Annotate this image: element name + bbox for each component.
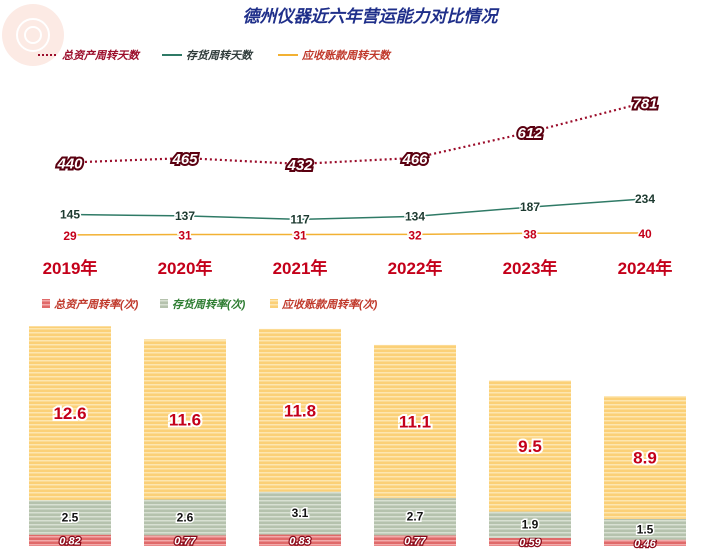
data-label-inventory-days: 187: [520, 200, 540, 214]
bar-segment: [259, 328, 341, 492]
data-label-total-days: 466: [401, 151, 428, 168]
data-label-inventory-days: 134: [405, 209, 425, 223]
bar-value-label: 12.6: [53, 404, 86, 423]
year-label: 2022年: [388, 258, 443, 278]
line-series: [69, 232, 646, 236]
data-label-receivable-days: 38: [523, 227, 537, 241]
bar-segment: [144, 499, 226, 536]
line-series: [69, 101, 646, 166]
bar-segment: [374, 344, 456, 499]
chart-title: 德州仪器近六年营运能力对比情况: [243, 7, 501, 26]
data-label-receivable-days: 31: [293, 229, 307, 243]
line-legend-label: 总资产周转天数: [62, 49, 141, 62]
bar-segment: [604, 539, 686, 546]
data-label-receivable-days: 31: [178, 229, 192, 243]
bar-value-label: 11.1: [399, 413, 431, 432]
bar-segment: [604, 519, 686, 540]
bar-segment: [144, 535, 226, 546]
bar-segment: [29, 326, 111, 501]
data-label-inventory-days: 234: [635, 192, 655, 206]
bar-value-label: 1.5: [637, 522, 654, 536]
bar-legend-label: 应收账款周转率(次): [281, 298, 378, 311]
year-label: 2024年: [618, 258, 673, 278]
bar-value-label: 1.9: [522, 518, 539, 532]
bar-segment: [144, 339, 226, 500]
bar-legend-label: 总资产周转率(次): [54, 298, 139, 311]
bar-legend-swatch: [42, 299, 50, 308]
bar-value-label: 11.6: [169, 410, 201, 429]
data-label-total-days: 781: [632, 95, 657, 112]
bar-value-label: 2.6: [177, 510, 194, 524]
data-label-receivable-days: 32: [408, 228, 422, 242]
bar-value-label: 2.7: [407, 510, 424, 524]
line-series: [69, 198, 646, 221]
year-label: 2023年: [503, 258, 558, 278]
bar-segment: [374, 498, 456, 536]
bar-legend-swatch: [160, 299, 168, 308]
bar-legend-label: 存货周转率(次): [172, 298, 246, 311]
bar-value-label: 0.77: [404, 536, 426, 548]
data-label-inventory-days: 117: [290, 212, 310, 226]
bar-value-label: 0.46: [634, 538, 656, 550]
bar-segment: [29, 500, 111, 535]
bar-segment: [604, 396, 686, 519]
data-label-total-days: 612: [517, 125, 543, 142]
data-label-receivable-days: 29: [63, 229, 77, 243]
bar-segment: [489, 511, 571, 538]
bar-value-label: 9.5: [518, 437, 542, 456]
data-label-inventory-days: 137: [175, 209, 195, 223]
year-label: 2021年: [273, 258, 328, 278]
bar-segment: [259, 534, 341, 546]
bar-legend-swatch: [270, 299, 278, 308]
bar-segment: [489, 380, 571, 512]
data-label-inventory-days: 145: [60, 207, 80, 221]
bar-segment: [259, 491, 341, 535]
line-legend-label: 应收账款周转天数: [301, 49, 392, 62]
bar-segment: [29, 534, 111, 546]
bar-value-label: 0.82: [59, 535, 80, 547]
year-label: 2020年: [158, 258, 213, 278]
bar-value-label: 8.9: [633, 449, 657, 468]
data-label-total-days: 432: [286, 157, 313, 174]
data-label-total-days: 440: [56, 156, 83, 173]
data-label-receivable-days: 40: [638, 227, 652, 241]
line-legend-label: 存货周转天数: [186, 49, 254, 62]
bar-value-label: 3.1: [292, 506, 309, 520]
logo-watermark: [2, 4, 64, 66]
bar-value-label: 2.5: [62, 510, 79, 524]
bar-segment: [489, 537, 571, 546]
bar-value-label: 11.8: [284, 401, 316, 420]
bar-value-label: 0.59: [519, 537, 541, 549]
bar-value-label: 0.83: [289, 535, 310, 547]
data-label-total-days: 465: [171, 151, 198, 168]
bar-value-label: 0.77: [174, 536, 196, 548]
year-label: 2019年: [43, 258, 98, 278]
bar-segment: [374, 535, 456, 546]
